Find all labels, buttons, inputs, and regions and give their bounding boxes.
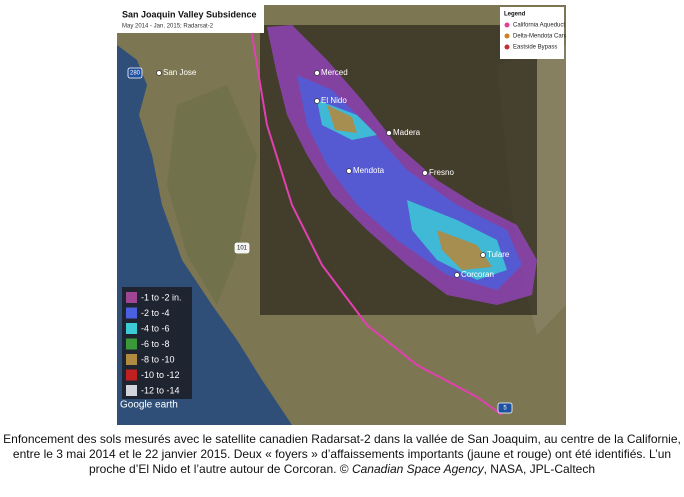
shield-label: 5 — [503, 406, 507, 412]
place-dot — [314, 98, 320, 104]
place-dot — [454, 272, 460, 278]
place-label: Tulare — [487, 250, 510, 259]
logo: Google earth — [120, 400, 178, 411]
map: San Joaquin Valley Subsidence May 2014 -… — [117, 5, 566, 425]
scale-swatch — [126, 307, 137, 319]
scale-swatch — [126, 323, 137, 334]
place-label: El Nido — [321, 96, 347, 105]
subsidence-foci — [327, 105, 492, 270]
caption-rest: , NASA, JPL-Caltech — [483, 462, 595, 476]
scale-label: -4 to -6 — [141, 323, 170, 333]
scale-label: -6 to -8 — [141, 339, 170, 349]
subsidence-high — [317, 100, 507, 280]
scale-swatch — [126, 354, 137, 365]
highway-shield — [127, 67, 143, 79]
legend-symbol — [504, 22, 510, 28]
scale: -1 to -2 in. -2 to -4 -4 to -6 -6 to -8 -8 t… — [126, 292, 182, 396]
place-dot — [156, 70, 162, 76]
scale-label: -2 to -4 — [141, 308, 170, 318]
scale-swatch — [126, 385, 137, 396]
shield-label: 101 — [237, 246, 248, 252]
legend-symbol — [504, 33, 510, 39]
legend-title: Legend — [504, 12, 526, 18]
legend-label: California Aqueduct — [513, 23, 565, 29]
place-label: Mendota — [353, 166, 385, 175]
scale-label: -10 to -12 — [141, 370, 180, 380]
legend: California Aqueduct Delta-Mendota Canal Ea… — [504, 22, 566, 51]
scale-label: -1 to -2 in. — [141, 292, 182, 302]
place-dot — [422, 170, 428, 176]
place-label: Fresno — [429, 168, 454, 177]
caption-text: Enfoncement des sols mesurés avec le sat… — [3, 432, 681, 476]
caption-credit: Canadian Space Agency — [351, 462, 484, 476]
place-label: Merced — [321, 68, 348, 77]
highway-shield — [234, 242, 250, 254]
legend-box — [500, 7, 564, 59]
highway-shield — [497, 402, 513, 414]
place-label: Corcoran — [461, 270, 494, 279]
title-box — [117, 5, 264, 33]
legend-label: Eastside Bypass — [513, 45, 557, 51]
shield-label: 280 — [130, 71, 141, 77]
scale-label: -12 to -14 — [141, 385, 180, 395]
places: Merced El Nido Madera Mendota Fresno Tulare Co… — [156, 68, 510, 279]
shields: 280 101 5 — [127, 67, 513, 414]
aqueduct — [246, 5, 503, 416]
scale-label: -8 to -10 — [141, 354, 175, 364]
scale-swatch — [126, 338, 137, 350]
scale-swatch — [126, 292, 137, 303]
place-label: San Jose — [163, 68, 197, 77]
scale-swatch — [126, 369, 137, 381]
legend-symbol — [504, 44, 510, 50]
hills — [167, 85, 257, 305]
caption: Enfoncement des sols mesurés avec le sat… — [0, 432, 684, 477]
place-dot — [386, 130, 392, 136]
map-subtitle: May 2014 - Jan. 2015; Radarsat-2 — [122, 24, 214, 30]
place-dot — [346, 168, 352, 174]
legend-label: Delta-Mendota Canal — [513, 34, 566, 40]
map-title: San Joaquin Valley Subsidence — [122, 9, 257, 19]
place-dot — [480, 252, 486, 258]
place-dot — [314, 70, 320, 76]
place-label: Madera — [393, 128, 421, 137]
